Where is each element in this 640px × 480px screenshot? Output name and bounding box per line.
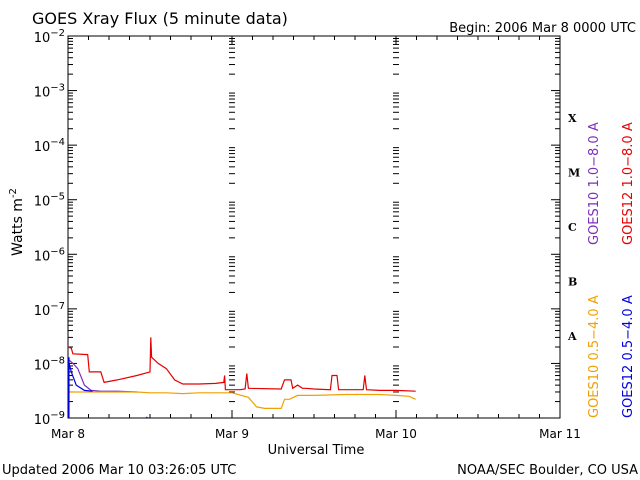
series-lines [67,337,416,418]
y-tick-label-exp: −6 [50,246,65,257]
flare-class-b: B [568,276,577,289]
x-tick-label: Mar 8 [51,427,85,441]
y-tick-label: 10−4 [34,137,65,155]
x-axis-ticks: Mar 8 Mar 9 Mar 10 Mar 11 [51,36,581,441]
y-tick-label-base: 10 [34,413,51,428]
x-axis-label: Universal Time [268,443,365,458]
begin-time: Begin: 2006 Mar 8 0000 UTC [449,21,636,36]
y-tick-label-exp: −4 [50,137,65,148]
legend-label: GOES12 0.5−4.0 A [621,295,636,418]
grid [229,37,399,403]
y-axis-label: Watts m-2 [8,188,26,256]
y-tick-label-base: 10 [34,304,51,319]
y-tick-label-base: 10 [34,195,51,210]
legend-label: GOES12 1.0−8.0 A [621,122,636,245]
y-tick-label-exp: −2 [50,28,65,39]
y-tick-label: 10−9 [34,410,65,428]
series-line-3 [68,391,416,409]
x-tick-label: Mar 9 [215,427,249,441]
x-tick-label: Mar 11 [539,427,581,441]
series-line-2 [67,337,416,392]
legend-entry: GOES12 0.5−4.0 A [621,295,636,418]
y-axis-label-text: Watts m [10,198,26,256]
y-tick-label-base: 10 [34,358,51,373]
legend-entry: GOES12 1.0−8.0 A [621,122,636,245]
plot-frame [67,35,561,419]
legend-label: GOES10 1.0−8.0 A [587,122,602,245]
x-tick-label: Mar 10 [375,427,417,441]
flare-class-m: M [568,166,580,179]
y-axis-label-group: Watts m-2 [8,188,26,256]
legend-entry: GOES10 1.0−8.0 A [587,122,602,245]
plot-border [67,35,561,419]
y-tick-label-exp: −9 [50,410,65,421]
legend: GOES10 1.0−8.0 A GOES12 1.0−8.0 A GOES10 0… [587,122,636,418]
y-tick-label-exp: −5 [50,192,65,203]
series-line-4 [67,358,93,392]
source-credit: NOAA/SEC Boulder, CO USA [457,463,638,478]
y-tick-label-base: 10 [34,31,51,46]
y-tick-label: 10−2 [34,28,65,46]
y-tick-label-exp: −7 [50,301,65,312]
y-tick-label: 10−3 [34,83,65,101]
y-tick-label: 10−7 [34,301,65,319]
y-tick-label-base: 10 [34,140,51,155]
y-tick-label-exp: −3 [50,83,65,94]
updated-time: Updated 2006 Mar 10 03:26:05 UTC [2,463,236,478]
y-axis-label-sup: -2 [8,188,19,198]
flare-class-c: C [568,221,577,234]
legend-entry: GOES10 0.5−4.0 A [587,295,602,418]
flare-class-x: X [568,112,577,125]
y-tick-label-base: 10 [34,249,51,264]
y-tick-label-base: 10 [34,86,51,101]
legend-label: GOES10 0.5−4.0 A [587,295,602,418]
y-tick-label: 10−5 [34,192,65,210]
y-tick-label: 10−6 [34,246,65,264]
chart-title: GOES Xray Flux (5 minute data) [32,9,288,28]
series-line-1 [67,358,137,393]
y-axis-ticks: 10−210−310−410−510−610−710−810−9 [34,28,560,428]
flare-class-a: A [567,330,577,343]
y-tick-label-exp: −8 [50,355,65,366]
y-tick-label: 10−8 [34,355,65,373]
flare-class-labels: X M C B A [567,112,580,343]
